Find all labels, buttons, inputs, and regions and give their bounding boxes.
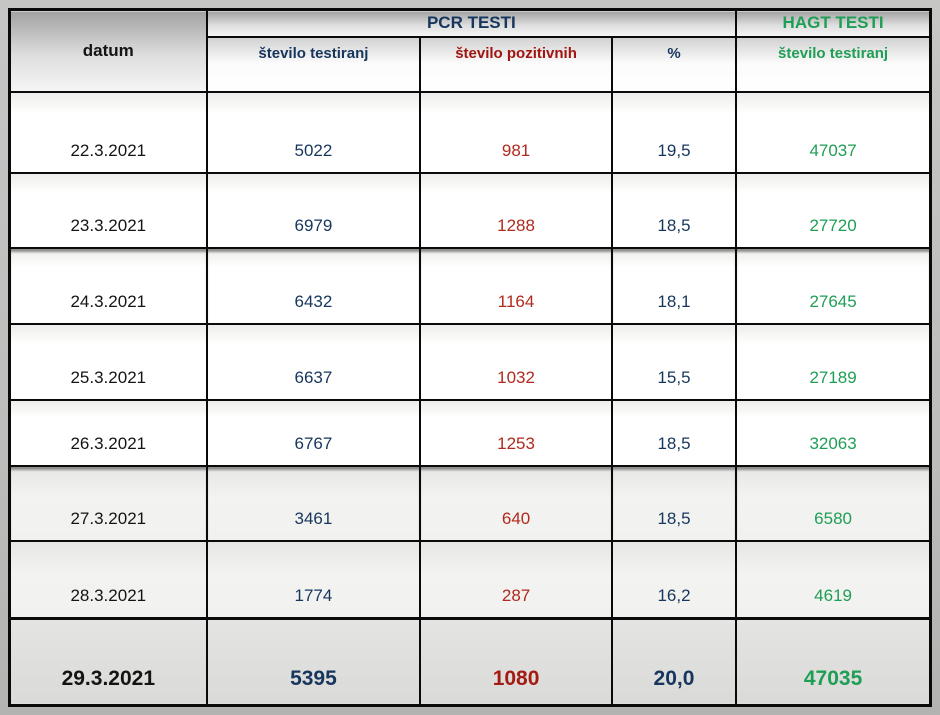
- cell-pcr-positive: 1080: [419, 616, 613, 706]
- cell-date: 23.3.2021: [8, 172, 208, 249]
- testing-stats-table: datum PCR TESTI HAGT TESTI število testi…: [8, 8, 932, 707]
- cell-pcr-tests: 3461: [205, 465, 422, 542]
- cell-pcr-tests: 5022: [205, 91, 422, 174]
- cell-date: 25.3.2021: [8, 323, 208, 401]
- header-pcr-tests: število testiranj: [205, 36, 422, 93]
- table-row: 22.3.2021 5022 981 19,5 47037: [8, 91, 932, 174]
- cell-pcr-tests: 6637: [205, 323, 422, 401]
- table-row: 26.3.2021 6767 1253 18,5 32063: [8, 399, 932, 467]
- cell-date: 22.3.2021: [8, 91, 208, 174]
- cell-date: 28.3.2021: [8, 540, 208, 619]
- header-pcr-group: PCR TESTI: [205, 8, 738, 38]
- cell-pcr-positive: 640: [419, 465, 613, 542]
- cell-hagt-tests: 27720: [735, 172, 932, 249]
- header-group-row: datum PCR TESTI HAGT TESTI: [8, 8, 932, 93]
- cell-hagt-tests: 32063: [735, 399, 932, 467]
- cell-pcr-positive: 1253: [419, 399, 613, 467]
- cell-hagt-tests: 47035: [735, 616, 932, 706]
- table-row: 28.3.2021 1774 287 16,2 4619: [8, 540, 932, 619]
- header-percent: %: [610, 36, 738, 93]
- cell-date: 29.3.2021: [8, 616, 208, 706]
- cell-percent: 19,5: [610, 91, 738, 174]
- cell-hagt-tests: 27645: [735, 247, 932, 325]
- cell-pcr-positive: 981: [419, 91, 613, 174]
- cell-pcr-positive: 1288: [419, 172, 613, 249]
- cell-pcr-tests: 6432: [205, 247, 422, 325]
- cell-pcr-tests: 6767: [205, 399, 422, 467]
- cell-pcr-tests: 1774: [205, 540, 422, 619]
- table-row: 23.3.2021 6979 1288 18,5 27720: [8, 172, 932, 249]
- cell-pcr-tests: 6979: [205, 172, 422, 249]
- cell-date: 24.3.2021: [8, 247, 208, 325]
- table-row-total: 29.3.2021 5395 1080 20,0 47035: [8, 616, 932, 706]
- cell-hagt-tests: 6580: [735, 465, 932, 542]
- cell-percent: 18,1: [610, 247, 738, 325]
- cell-hagt-tests: 27189: [735, 323, 932, 401]
- cell-pcr-positive: 1164: [419, 247, 613, 325]
- cell-date: 26.3.2021: [8, 399, 208, 467]
- header-hagt-tests: število testiranj: [735, 36, 932, 93]
- table-row: 27.3.2021 3461 640 18,5 6580: [8, 465, 932, 542]
- cell-percent: 16,2: [610, 540, 738, 619]
- cell-hagt-tests: 47037: [735, 91, 932, 174]
- cell-pcr-positive: 1032: [419, 323, 613, 401]
- header-datum: datum: [8, 8, 208, 93]
- testing-stats-table-container: datum PCR TESTI HAGT TESTI število testi…: [8, 8, 932, 707]
- cell-pcr-tests: 5395: [205, 616, 422, 706]
- table-row: 24.3.2021 6432 1164 18,1 27645: [8, 247, 932, 325]
- cell-hagt-tests: 4619: [735, 540, 932, 619]
- cell-percent: 18,5: [610, 399, 738, 467]
- header-hagt-group: HAGT TESTI: [735, 8, 932, 38]
- cell-percent: 15,5: [610, 323, 738, 401]
- cell-pcr-positive: 287: [419, 540, 613, 619]
- cell-percent: 18,5: [610, 465, 738, 542]
- cell-date: 27.3.2021: [8, 465, 208, 542]
- header-pcr-positive: število pozitivnih: [419, 36, 613, 93]
- header-sub-row: število testiranj število pozitivnih % š…: [10, 36, 932, 93]
- cell-percent: 18,5: [610, 172, 738, 249]
- cell-percent: 20,0: [610, 616, 738, 706]
- table-row: 25.3.2021 6637 1032 15,5 27189: [8, 323, 932, 401]
